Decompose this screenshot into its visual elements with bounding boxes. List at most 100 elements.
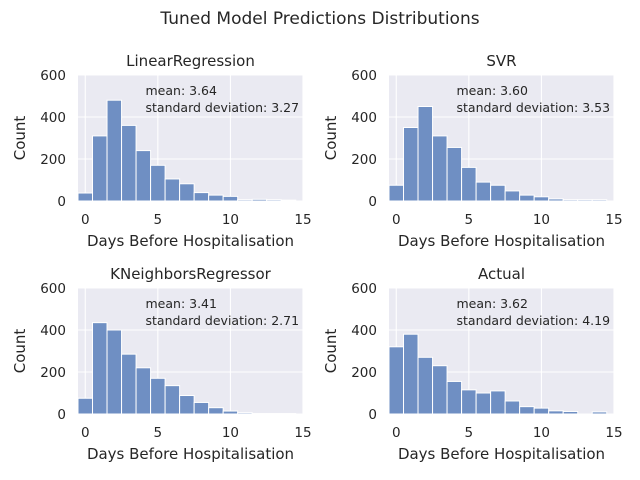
x-tick-label: 10: [533, 425, 550, 441]
histogram-bar: [403, 333, 419, 415]
y-tick-label: 200: [40, 152, 66, 168]
histogram-bar: [577, 199, 593, 202]
x-tick-label: 15: [294, 425, 311, 441]
histogram-bar: [403, 127, 419, 202]
histogram-bar: [237, 412, 253, 415]
y-tick-label: 0: [368, 194, 377, 210]
histogram-bar: [475, 392, 492, 415]
histogram-bar: [106, 329, 123, 415]
std-annotation: standard deviation: 3.27: [146, 100, 300, 115]
figure-title: Tuned Model Predictions Distributions: [159, 9, 479, 29]
histogram-bar: [280, 199, 297, 202]
histogram-bar: [121, 353, 137, 415]
y-axis-label: Count: [322, 329, 340, 374]
y-tick-label: 400: [351, 323, 377, 339]
y-axis-label: Count: [11, 116, 29, 161]
mean-annotation: mean: 3.60: [457, 83, 529, 98]
histogram-bar: [388, 346, 405, 415]
histogram-bar: [562, 410, 579, 415]
histogram-bar: [106, 99, 123, 202]
histogram-bar: [266, 199, 282, 202]
histogram-bar: [519, 194, 535, 202]
histogram-bar: [591, 411, 608, 415]
histogram-bar: [562, 199, 579, 202]
x-axis-label: Days Before Hospitalisation: [398, 445, 605, 463]
histogram-bar: [490, 390, 506, 415]
y-tick-label: 200: [351, 152, 377, 168]
histogram-bar: [504, 400, 521, 415]
subplot-title: LinearRegression: [126, 52, 255, 70]
histogram-bar: [504, 190, 521, 202]
histogram-bar: [77, 192, 94, 202]
std-annotation: standard deviation: 4.19: [457, 313, 611, 328]
y-tick-label: 200: [40, 365, 66, 381]
subplot-4: 0 200 400 600 0 5 10 15 Actual Days Before Hospit…: [322, 265, 623, 463]
histogram-bar: [150, 377, 166, 415]
histogram-bar: [92, 322, 108, 415]
x-tick-label: 15: [294, 212, 311, 228]
histogram-bar: [446, 380, 463, 415]
x-tick-label: 5: [154, 425, 163, 441]
histogram-bar: [432, 365, 448, 415]
x-axis-label: Days Before Hospitalisation: [398, 232, 605, 250]
subplots: 0 200 400 600 0 5 10 15 LinearRegression Days Bef…: [11, 52, 623, 463]
histogram-bar: [208, 194, 224, 202]
y-tick-label: 600: [351, 281, 377, 297]
y-axis-label: Count: [322, 116, 340, 161]
histogram-bar: [164, 178, 181, 202]
x-tick-label: 0: [392, 425, 401, 441]
histogram-bar: [222, 195, 239, 202]
std-annotation: standard deviation: 3.53: [457, 100, 611, 115]
histogram-bar: [179, 395, 195, 415]
histogram-bar: [121, 124, 137, 202]
histogram-bar: [533, 407, 550, 415]
subplot-1: 0 200 400 600 0 5 10 15 LinearRegression Days Bef…: [11, 52, 312, 250]
histogram-bar: [164, 385, 181, 415]
x-tick-label: 0: [392, 212, 401, 228]
histogram-bar: [432, 135, 448, 202]
histogram-bar: [519, 406, 535, 415]
subplot-title: Actual: [478, 265, 525, 283]
x-tick-label: 0: [81, 425, 90, 441]
y-tick-label: 600: [351, 68, 377, 84]
y-tick-label: 600: [40, 68, 66, 84]
y-tick-label: 0: [368, 407, 377, 423]
histogram-bar: [461, 166, 477, 202]
histogram-bar: [461, 389, 477, 415]
subplot-title: SVR: [486, 52, 516, 70]
y-tick-label: 0: [57, 194, 66, 210]
histogram-bar: [208, 407, 224, 415]
histogram-bar: [77, 397, 94, 415]
x-tick-label: 10: [222, 212, 239, 228]
histogram-bar: [548, 410, 564, 415]
y-tick-label: 200: [351, 365, 377, 381]
histogram-bar: [548, 198, 564, 202]
histogram-bar: [251, 198, 268, 202]
x-tick-label: 10: [222, 425, 239, 441]
std-annotation: standard deviation: 2.71: [146, 313, 300, 328]
histogram-bar: [388, 184, 405, 202]
histogram-bar: [193, 401, 210, 415]
histogram-bar: [135, 150, 152, 202]
x-axis-label: Days Before Hospitalisation: [87, 232, 294, 250]
y-tick-label: 400: [40, 323, 66, 339]
histogram-bar: [222, 410, 239, 415]
histogram-bar: [237, 199, 253, 202]
histogram-bar: [150, 164, 166, 202]
subplot-3: 0 200 400 600 0 5 10 15 KNeighborsRegressor Days …: [11, 265, 312, 463]
mean-annotation: mean: 3.62: [457, 296, 528, 311]
y-tick-label: 400: [351, 110, 377, 126]
y-tick-label: 400: [40, 110, 66, 126]
subplot-2: 0 200 400 600 0 5 10 15 SVR Days Before Hospitali…: [322, 52, 623, 250]
histogram-bar: [475, 181, 492, 202]
x-tick-label: 0: [81, 212, 90, 228]
histogram-bar: [591, 199, 608, 202]
histogram-bar: [533, 196, 550, 202]
y-axis-label: Count: [11, 329, 29, 374]
histogram-bar: [417, 106, 434, 202]
x-tick-label: 5: [465, 212, 474, 228]
x-tick-label: 15: [605, 425, 622, 441]
mean-annotation: mean: 3.64: [146, 83, 218, 98]
x-tick-label: 5: [465, 425, 474, 441]
